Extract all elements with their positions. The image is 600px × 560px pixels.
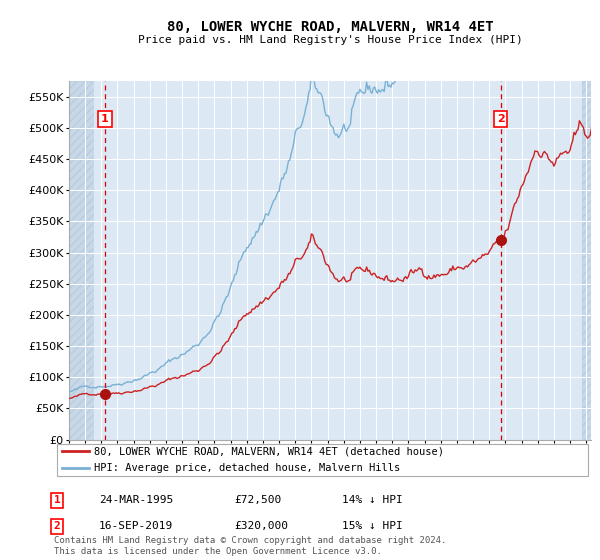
Bar	[582, 81, 591, 440]
Text: HPI: Average price, detached house, Malvern Hills: HPI: Average price, detached house, Malv…	[94, 463, 401, 473]
Text: Contains HM Land Registry data © Crown copyright and database right 2024.: Contains HM Land Registry data © Crown c…	[54, 536, 446, 545]
Text: 1: 1	[53, 495, 61, 505]
Bar	[69, 81, 93, 440]
Text: This data is licensed under the Open Government Licence v3.0.: This data is licensed under the Open Gov…	[54, 547, 382, 556]
Text: £320,000: £320,000	[234, 521, 288, 531]
Text: 14% ↓ HPI: 14% ↓ HPI	[342, 495, 403, 505]
Text: £72,500: £72,500	[234, 495, 281, 505]
Text: 15% ↓ HPI: 15% ↓ HPI	[342, 521, 403, 531]
Bar	[582, 81, 591, 440]
Text: 80, LOWER WYCHE ROAD, MALVERN, WR14 4ET: 80, LOWER WYCHE ROAD, MALVERN, WR14 4ET	[167, 20, 493, 34]
Text: 2: 2	[53, 521, 61, 531]
Text: 80, LOWER WYCHE ROAD, MALVERN, WR14 4ET (detached house): 80, LOWER WYCHE ROAD, MALVERN, WR14 4ET …	[94, 446, 444, 456]
Text: 1: 1	[101, 114, 109, 124]
Text: 16-SEP-2019: 16-SEP-2019	[99, 521, 173, 531]
Text: 2: 2	[497, 114, 505, 124]
Text: 24-MAR-1995: 24-MAR-1995	[99, 495, 173, 505]
FancyBboxPatch shape	[56, 444, 589, 476]
Bar	[69, 81, 93, 440]
Text: Price paid vs. HM Land Registry's House Price Index (HPI): Price paid vs. HM Land Registry's House …	[137, 35, 523, 45]
